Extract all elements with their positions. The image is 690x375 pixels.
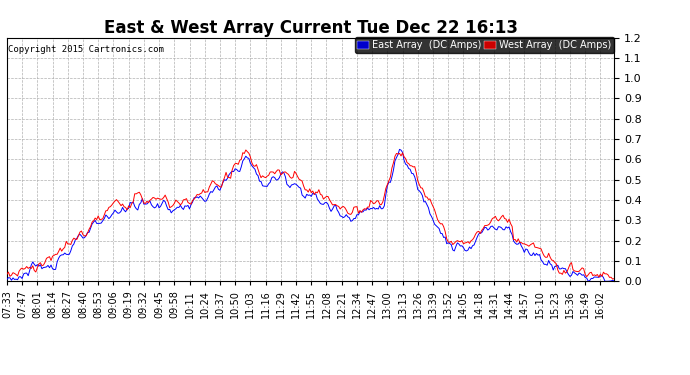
Legend: East Array  (DC Amps), West Array  (DC Amps): East Array (DC Amps), West Array (DC Amp…: [355, 38, 614, 53]
Text: Copyright 2015 Cartronics.com: Copyright 2015 Cartronics.com: [8, 45, 164, 54]
Title: East & West Array Current Tue Dec 22 16:13: East & West Array Current Tue Dec 22 16:…: [104, 20, 518, 38]
